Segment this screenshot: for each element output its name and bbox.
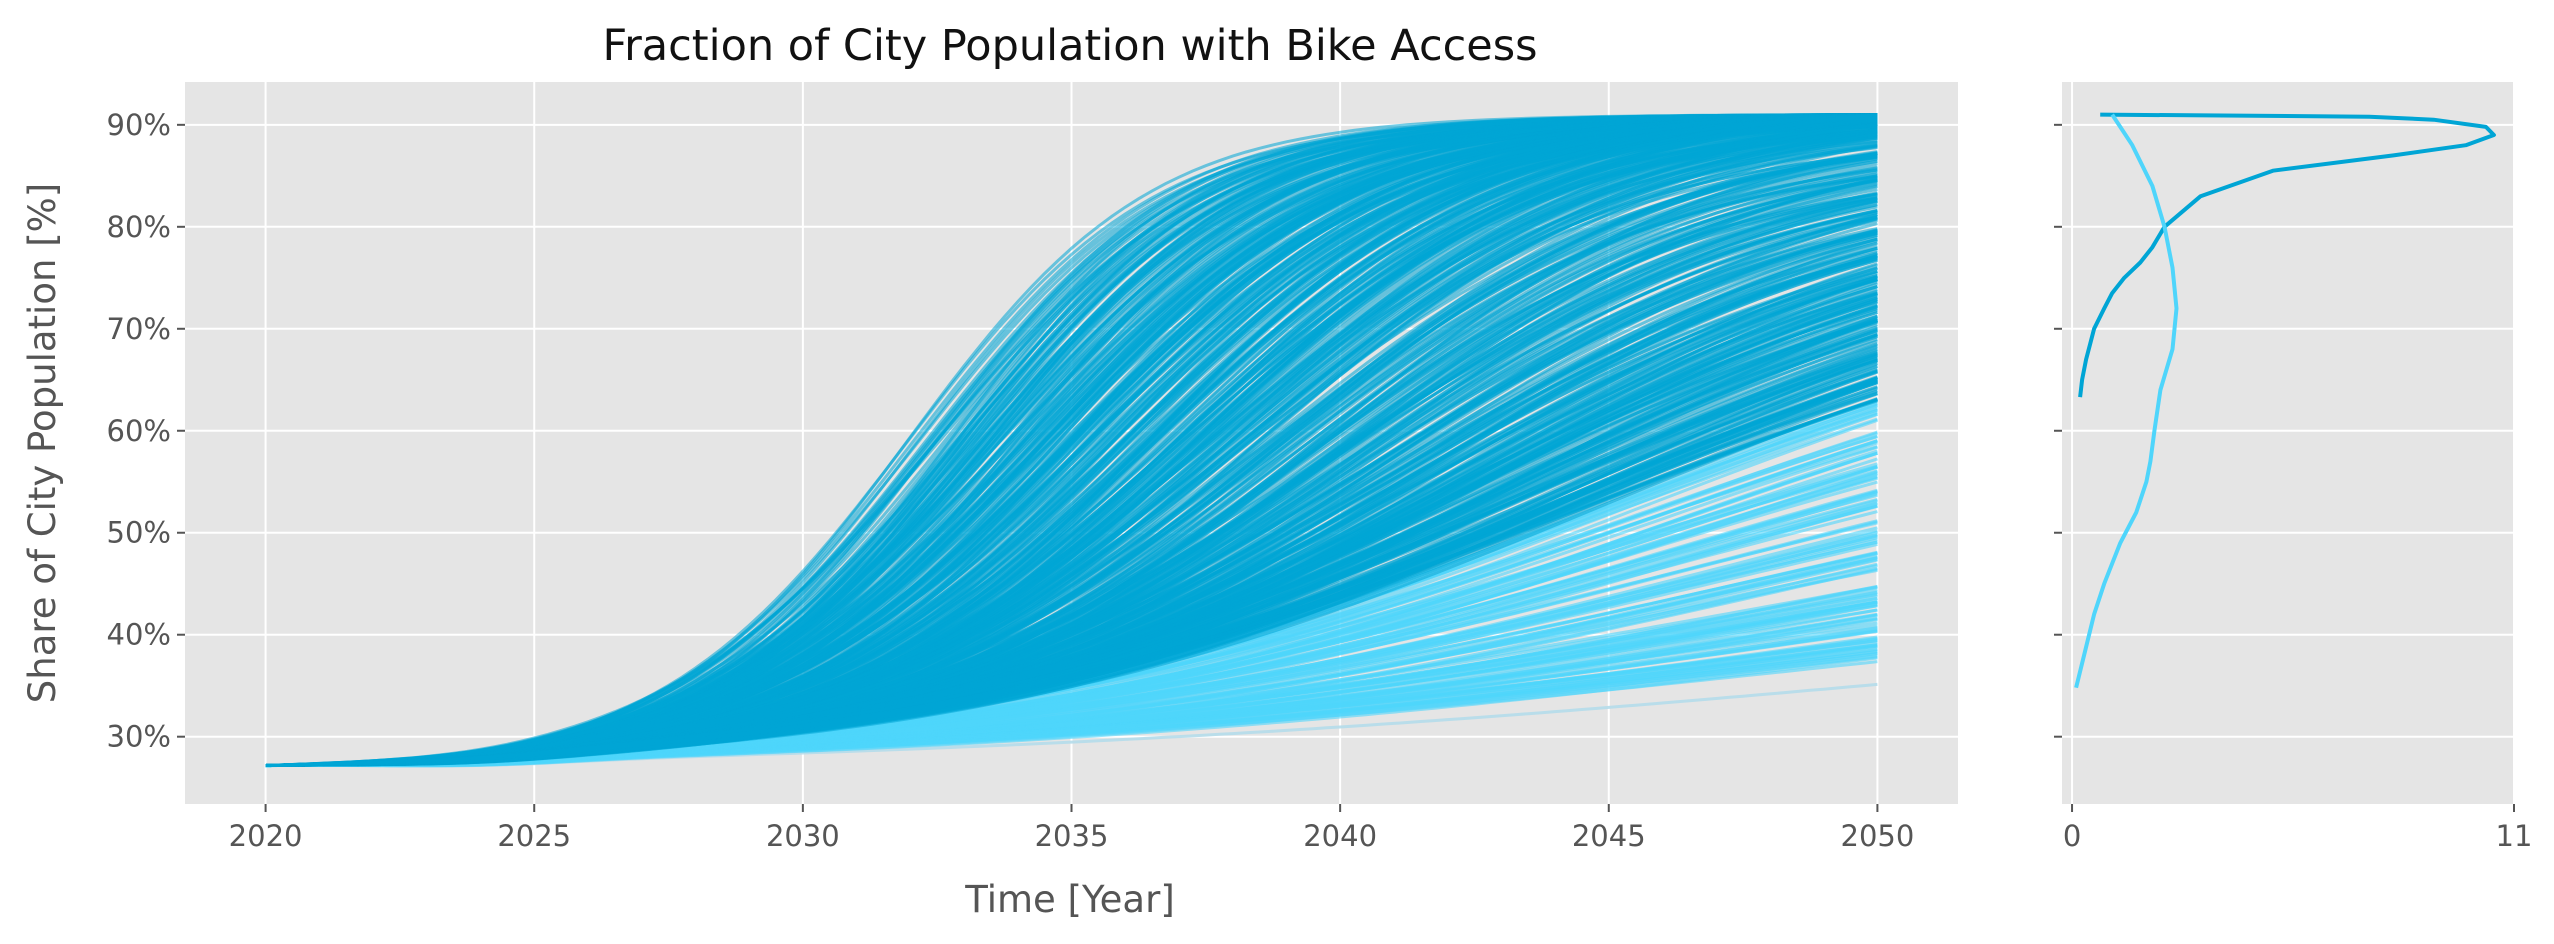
main-y-tick-label: 60% xyxy=(107,414,171,448)
side-x-ticks: 0 11 xyxy=(2063,804,2533,853)
side-density-line-light xyxy=(2074,113,2179,689)
ensemble-line-light xyxy=(265,652,1878,768)
side-distribution-panel: 0 11 xyxy=(2054,82,2532,853)
y-axis-label: Share of City Population [%] xyxy=(21,183,64,703)
side-x-tick-label: 11 xyxy=(2496,819,2533,853)
main-x-ticks: 2020 2025 2030 2035 2040 2045 2050 xyxy=(229,804,1915,853)
main-y-tick-label: 50% xyxy=(107,516,171,550)
main-y-tick-label: 30% xyxy=(107,720,171,754)
main-y-tick-label: 40% xyxy=(107,618,171,652)
side-x-tick-label: 0 xyxy=(2063,819,2081,853)
main-y-tick-label: 70% xyxy=(107,312,171,346)
side-density-line-dark xyxy=(2078,112,2496,398)
main-x-tick-label: 2035 xyxy=(1035,819,1109,853)
main-x-tick-label: 2030 xyxy=(766,819,840,853)
ensemble-line-dark xyxy=(265,391,1878,767)
main-y-tick-label: 90% xyxy=(107,108,171,142)
main-y-tick-label: 80% xyxy=(107,210,171,244)
main-chart-panel: 2020 2025 2030 2035 2040 2045 2050 30% 40% 50% 60… xyxy=(21,21,1958,921)
main-x-tick-label: 2045 xyxy=(1572,819,1646,853)
side-y-ticks xyxy=(2054,123,2062,738)
side-series-lines xyxy=(2074,112,2496,689)
chart-title: Fraction of City Population with Bike Ac… xyxy=(603,21,1538,71)
main-x-tick-label: 2025 xyxy=(497,819,571,853)
main-series-lines xyxy=(265,113,1878,768)
x-axis-label: Time [Year] xyxy=(964,878,1175,921)
side-plot-background xyxy=(2062,82,2514,804)
main-x-tick-label: 2020 xyxy=(229,819,303,853)
side-gridlines xyxy=(2062,82,2515,804)
main-y-ticks: 30% 40% 50% 60% 70% 80% 90% xyxy=(107,108,185,754)
main-x-tick-label: 2040 xyxy=(1303,819,1377,853)
main-x-tick-label: 2050 xyxy=(1841,819,1915,853)
